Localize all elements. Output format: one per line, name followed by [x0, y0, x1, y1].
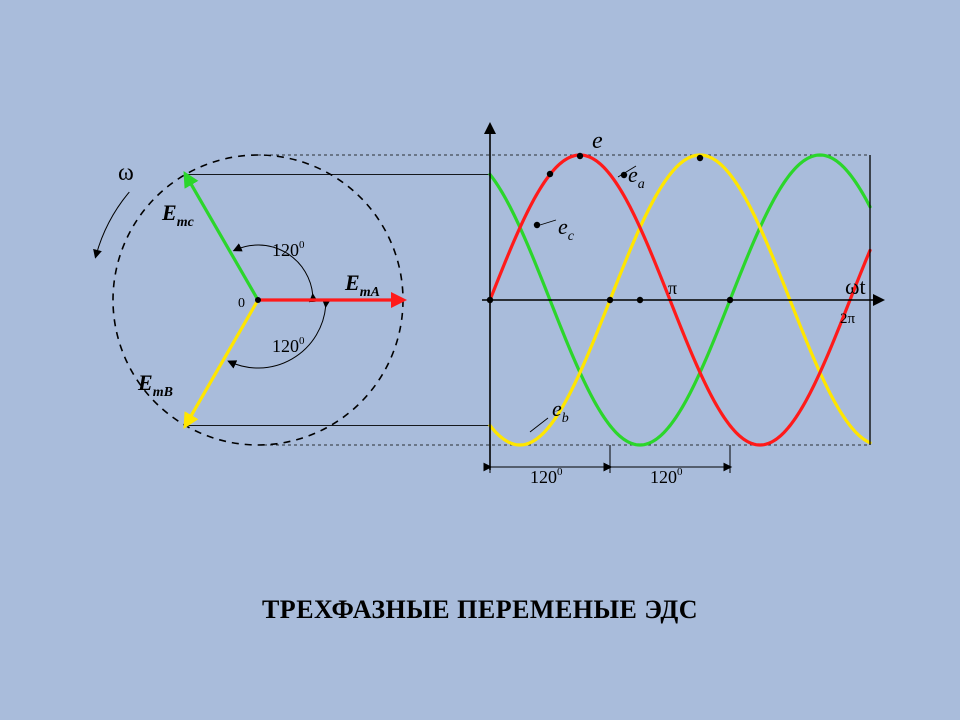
- svg-text:ω: ω: [118, 160, 134, 186]
- svg-text:2π: 2π: [840, 311, 856, 327]
- svg-text:0: 0: [238, 296, 245, 311]
- svg-text:e: e: [592, 128, 603, 154]
- diagram-title: ТРЕХФАЗНЫЕ ПЕРЕМЕНЫЕ ЭДС: [0, 595, 960, 625]
- page-root: eωtπ2πω0eaebecEmAEmBEmc1200120012001200 …: [0, 0, 960, 720]
- svg-text:ωt: ωt: [845, 274, 866, 299]
- svg-text:π: π: [668, 278, 677, 298]
